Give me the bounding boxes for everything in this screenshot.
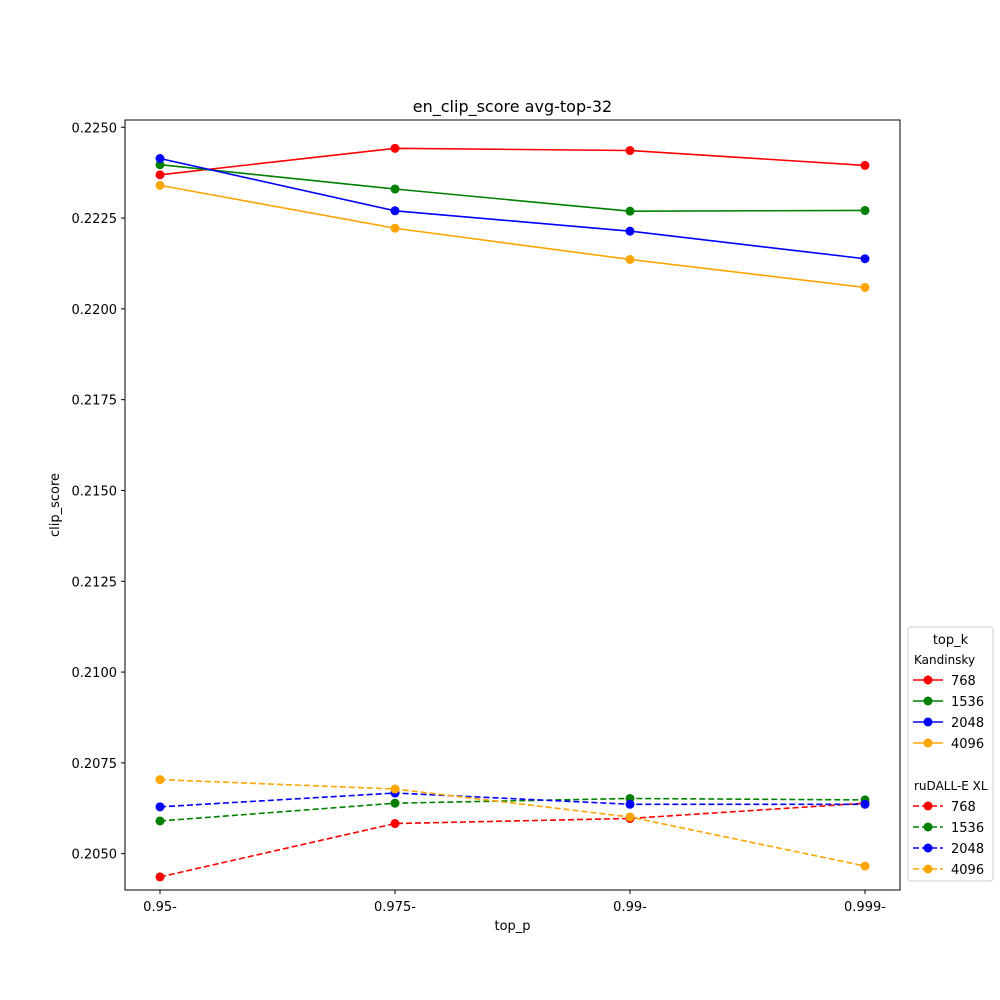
series-line [159, 797, 866, 822]
series-line [159, 163, 866, 212]
legend-entry: 2048 [913, 716, 984, 731]
y-tick-label: 0.2050 [72, 848, 118, 863]
data-point [860, 160, 870, 170]
chart-title: en_clip_score avg-top-32 [413, 97, 612, 117]
legend-marker-swatch [923, 801, 933, 811]
legend-group-label: ruDALL-E XL [914, 779, 988, 793]
y-axis-title: clip_score [48, 473, 63, 537]
legend-entry: 1536 [913, 695, 984, 710]
x-tick-label: 0.99- [613, 900, 647, 915]
series-line [159, 157, 866, 260]
data-point [390, 819, 400, 829]
legend-entry-label: 2048 [951, 716, 984, 731]
data-point [390, 184, 400, 194]
x-tick-label: 0.999- [844, 900, 886, 915]
legend-entry-label: 768 [951, 800, 976, 815]
data-point [155, 816, 165, 826]
data-point [860, 205, 870, 215]
data-point [860, 282, 870, 292]
series-rudall-e-xl-768 [155, 798, 870, 882]
y-tick-label: 0.2125 [72, 575, 118, 590]
data-point [155, 160, 165, 170]
legend-entry: 4096 [913, 863, 984, 878]
x-tick-label: 0.975- [374, 900, 416, 915]
legend-entry-label: 1536 [951, 821, 984, 836]
legend-marker-swatch [923, 738, 933, 748]
series-kandinsky-2048 [155, 154, 870, 264]
y-tick-label: 0.2225 [72, 212, 118, 227]
data-point [155, 872, 165, 882]
data-point [155, 170, 165, 180]
data-point [625, 226, 635, 236]
y-tick-label: 0.2100 [72, 666, 118, 681]
y-tick-label: 0.2150 [72, 484, 118, 499]
legend-entry: 2048 [913, 842, 984, 857]
series-rudall-e-xl-4096 [155, 775, 870, 871]
data-point [390, 784, 400, 794]
data-point [155, 154, 165, 163]
data-point [625, 206, 635, 216]
legend-marker-swatch [923, 843, 933, 853]
legend-box [907, 626, 994, 882]
legend-entry: 768 [913, 674, 976, 689]
legend-marker-swatch [923, 717, 933, 727]
y-tick-label: 0.2250 [72, 121, 118, 136]
series-kandinsky-768 [155, 143, 870, 180]
data-point [625, 146, 635, 156]
legend-entry-label: 4096 [951, 863, 984, 878]
legend-entry-label: 768 [951, 674, 976, 689]
legend-entry: 4096 [913, 737, 984, 752]
legend-marker-swatch [923, 696, 933, 706]
data-point [625, 812, 635, 822]
data-point [860, 861, 870, 871]
data-point [155, 180, 165, 190]
x-axis-title: top_p [494, 919, 530, 934]
series-line [159, 184, 866, 289]
data-point [625, 799, 635, 809]
y-tick-label: 0.2200 [72, 303, 118, 318]
legend-marker-swatch [923, 822, 933, 832]
x-tick-label: 0.95- [143, 900, 177, 915]
data-point [625, 254, 635, 264]
data-point [860, 799, 870, 809]
legend-marker-swatch [923, 675, 933, 685]
data-point [155, 802, 165, 812]
legend-entry: 768 [913, 800, 976, 815]
data-point [390, 206, 400, 216]
data-point [155, 775, 165, 785]
y-tick-label: 0.2175 [72, 394, 118, 409]
legend-group-label: Kandinsky [914, 653, 975, 667]
data-point [860, 254, 870, 264]
legend-entry-label: 4096 [951, 737, 984, 752]
legend-entry-label: 1536 [951, 695, 984, 710]
legend-entry-label: 2048 [951, 842, 984, 857]
y-tick-label: 0.2075 [72, 757, 118, 772]
legend-entry: 1536 [913, 821, 984, 836]
data-point [390, 143, 400, 153]
series-line [159, 778, 866, 867]
legend-title: top_k [933, 633, 969, 648]
legend: top_k Kandinsky 768 1536 2048 4096 ruDALL-E XL… [907, 626, 994, 882]
series-rudall-e-xl-2048 [155, 788, 870, 812]
plot-area-frame [124, 119, 901, 891]
series-kandinsky-4096 [155, 180, 870, 292]
legend-marker-swatch [923, 864, 933, 874]
series-line [159, 792, 865, 808]
data-point [390, 798, 400, 808]
series-line [159, 802, 866, 878]
series-kandinsky-1536 [155, 160, 870, 216]
series-line [159, 147, 866, 176]
data-point [390, 223, 400, 233]
